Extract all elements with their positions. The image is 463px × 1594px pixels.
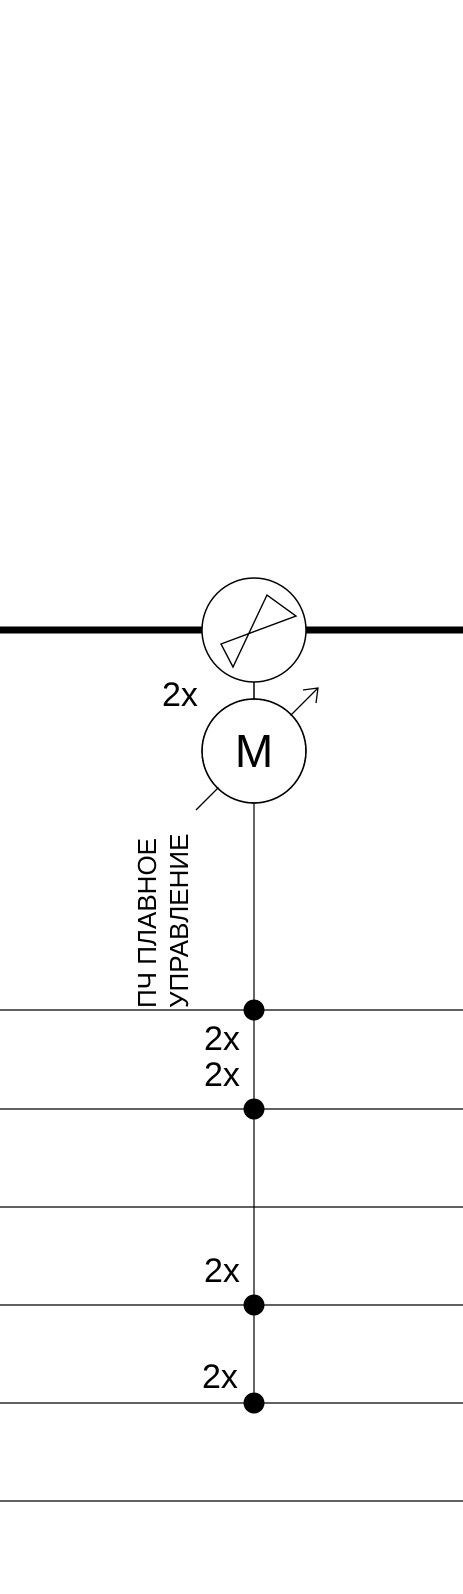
junction-dot <box>243 1294 265 1316</box>
bus-multiplier: 2x <box>204 1020 240 1058</box>
control-note-line1: ПЧ ПЛАВНОЕ <box>132 838 162 1008</box>
junction-dot <box>243 1392 265 1414</box>
damper-blade-icon <box>220 593 298 669</box>
junction-dot <box>243 1098 265 1120</box>
motor-circle-mask <box>203 700 305 802</box>
damper-symbol <box>201 577 307 683</box>
damper-circle <box>201 577 307 683</box>
bus-multiplier: 2x <box>204 1056 240 1094</box>
control-note: ПЧ ПЛАВНОЕ УПРАВЛЕНИЕ <box>132 834 194 1008</box>
bus-multiplier: 2x <box>202 1358 238 1396</box>
junction-dot <box>243 999 265 1021</box>
variable-arrowhead-icon <box>302 687 319 704</box>
control-note-line2: УПРАВЛЕНИЕ <box>164 834 194 1008</box>
motor-letter-top: M <box>235 725 273 777</box>
bus-multiplier: 2x <box>204 1252 240 1290</box>
motor-symbol: M M <box>195 687 319 811</box>
motor-multiplier: 2x <box>162 676 198 714</box>
